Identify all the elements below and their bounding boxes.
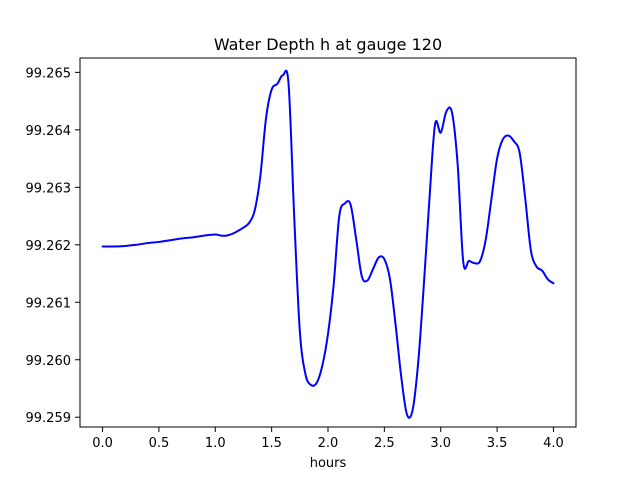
y-tick-label: 99.261: [26, 296, 72, 311]
x-tick-label: 3.0: [430, 436, 451, 451]
x-axis-ticks: 0.0 0.5 1.0 1.5 2.0 2.5 3.0 3.5 4.0: [92, 427, 564, 451]
series-line: [101, 69, 555, 419]
x-tick-label: 4.0: [543, 436, 564, 451]
y-axis-ticks: 99.259 99.260 99.261 99.262 99.263 99.264 99.2…: [26, 66, 80, 426]
chart-title: Water Depth h at gauge 120: [214, 35, 442, 54]
plot-frame: [79, 57, 577, 428]
x-tick-label: 2.5: [374, 436, 395, 451]
x-tick-label: 3.5: [487, 436, 508, 451]
x-tick-label: 0.0: [92, 436, 113, 451]
x-tick-label: 1.0: [205, 436, 226, 451]
y-tick-label: 99.259: [26, 411, 72, 426]
y-tick-label: 99.262: [26, 239, 72, 254]
y-tick-label: 99.260: [26, 354, 72, 369]
y-tick-label: 99.265: [26, 66, 72, 81]
y-tick-label: 99.263: [26, 181, 72, 196]
x-tick-label: 1.5: [261, 436, 282, 451]
x-axis-label: hours: [310, 456, 347, 471]
x-tick-label: 2.0: [318, 436, 339, 451]
x-tick-label: 0.5: [149, 436, 170, 451]
y-tick-label: 99.264: [26, 124, 72, 139]
